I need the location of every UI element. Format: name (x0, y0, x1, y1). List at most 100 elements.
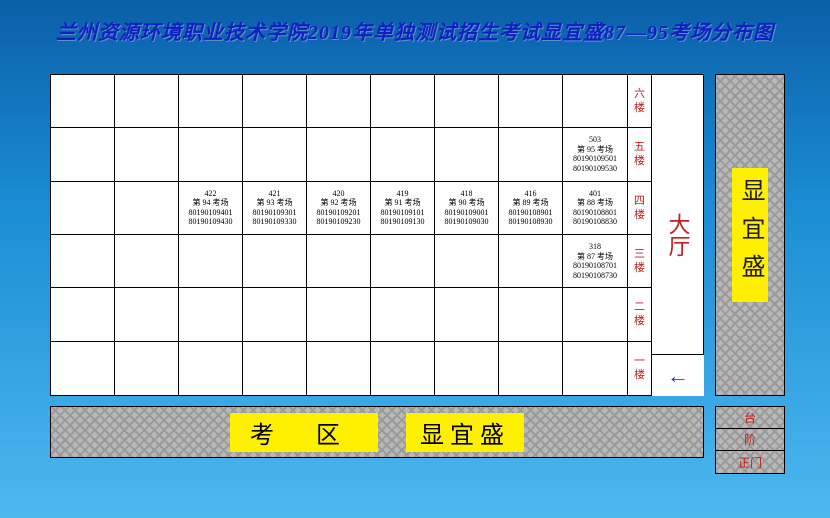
range-start: 80190109201 (317, 208, 361, 218)
range-start: 80190109101 (381, 208, 425, 218)
grid-cell: 401第 88 考场8019010880180190108830 (563, 182, 627, 235)
grid-cell (499, 235, 563, 288)
grid-cell: 419第 91 考场8019010910180190109130 (371, 182, 435, 235)
range-end: 80190109330 (253, 217, 297, 227)
lobby: 大厅 (652, 74, 704, 396)
building-block: 显宜盛 (715, 74, 785, 396)
grid-cell (307, 75, 371, 128)
exam-zone-label: 考 区 (230, 413, 378, 452)
grid-cell (115, 128, 179, 181)
grid-cell (371, 128, 435, 181)
range-start: 80190108801 (573, 208, 617, 218)
grid-cell: 416第 89 考场8019010890180190108930 (499, 182, 563, 235)
room-number: 416 (525, 189, 537, 199)
grid-cell (563, 288, 627, 341)
exam-room-name: 第 87 考场 (577, 252, 613, 262)
grid-cell (435, 288, 499, 341)
exam-room-name: 第 88 考场 (577, 198, 613, 208)
grid-cell (51, 75, 115, 128)
room-number: 419 (397, 189, 409, 199)
stair-label: 正门 (716, 451, 784, 473)
room-number: 318 (589, 242, 601, 252)
grid-cell (243, 235, 307, 288)
room-number: 401 (589, 189, 601, 199)
exam-room-name: 第 89 考场 (513, 198, 549, 208)
grid-cell (563, 75, 627, 128)
grid-cell (435, 342, 499, 395)
range-end: 80190109430 (189, 217, 233, 227)
page-title: 兰州资源环境职业技术学院2019年单独测试招生考试显宜盛87—95考场分布图 (56, 22, 774, 44)
exam-zone-building: 显宜盛 (406, 413, 524, 452)
grid-cell (243, 288, 307, 341)
grid-cell (307, 288, 371, 341)
grid-cell (51, 182, 115, 235)
grid-cell (179, 235, 243, 288)
range-start: 80190109501 (573, 154, 617, 164)
grid-cell (307, 342, 371, 395)
range-end: 80190109130 (381, 217, 425, 227)
range-end: 80190109230 (317, 217, 361, 227)
grid-cell (115, 75, 179, 128)
title-bar: 兰州资源环境职业技术学院2019年单独测试招生考试显宜盛87—95考场分布图 (8, 8, 822, 51)
exam-room-name: 第 93 考场 (257, 198, 293, 208)
floor-label: 五楼 (628, 128, 651, 181)
grid-cell: 318第 87 考场8019010870180190108730 (563, 235, 627, 288)
exam-zone-band: 考 区 显宜盛 (50, 406, 704, 458)
exam-room-name: 第 90 考场 (449, 198, 485, 208)
grid-cell (179, 288, 243, 341)
range-end: 80190109030 (445, 217, 489, 227)
room-number: 421 (269, 189, 281, 199)
grid-cell: 420第 92 考场8019010920180190109230 (307, 182, 371, 235)
grid-cell (499, 75, 563, 128)
grid-cell (179, 75, 243, 128)
grid-cell: 503第 95 考场8019010950180190109530 (563, 128, 627, 181)
range-end: 80190108830 (573, 217, 617, 227)
grid-cell (51, 128, 115, 181)
grid-cell (371, 288, 435, 341)
grid-cell (371, 342, 435, 395)
grid-cell (499, 342, 563, 395)
entry-arrow: ← (652, 354, 704, 396)
grid-cell (115, 182, 179, 235)
grid-cell (51, 288, 115, 341)
range-start: 80190108901 (509, 208, 553, 218)
grid-cell (243, 128, 307, 181)
lobby-label: 大厅 (645, 213, 711, 257)
grid-cell: 421第 93 考场8019010930180190109330 (243, 182, 307, 235)
exam-room-name: 第 91 考场 (385, 198, 421, 208)
grid-cell (115, 235, 179, 288)
floor-label: 六楼 (628, 75, 651, 128)
grid-cell (435, 235, 499, 288)
floor-label: 一楼 (628, 342, 651, 395)
grid-cell (243, 75, 307, 128)
grid-cell (499, 288, 563, 341)
grid-cell (179, 128, 243, 181)
exam-room-name: 第 92 考场 (321, 198, 357, 208)
stair-label: 台 (716, 407, 784, 429)
grid-cell (51, 342, 115, 395)
range-end: 80190108730 (573, 271, 617, 281)
poster-frame: 兰州资源环境职业技术学院2019年单独测试招生考试显宜盛87—95考场分布图 5… (0, 0, 830, 518)
grid-cell (115, 342, 179, 395)
grid-cell (371, 235, 435, 288)
stair-label: 阶 (716, 429, 784, 451)
exam-room-name: 第 95 考场 (577, 145, 613, 155)
stairs-block: 台阶正门 (715, 406, 785, 474)
room-number: 420 (333, 189, 345, 199)
map-content: 503第 95 考场8019010950180190109530422第 94 … (50, 74, 786, 474)
range-start: 80190108701 (573, 261, 617, 271)
arrow-icon: ← (667, 363, 689, 389)
grid-cell (563, 342, 627, 395)
grid-cell (243, 342, 307, 395)
range-end: 80190108930 (509, 217, 553, 227)
room-grid: 503第 95 考场8019010950180190109530422第 94 … (50, 74, 628, 396)
range-start: 80190109301 (253, 208, 297, 218)
building-label: 显宜盛 (732, 168, 768, 302)
range-end: 80190109530 (573, 164, 617, 174)
grid-cell (307, 235, 371, 288)
grid-cell (51, 235, 115, 288)
grid-cell (115, 288, 179, 341)
room-number: 418 (461, 189, 473, 199)
grid-cell: 418第 90 考场8019010900180190109030 (435, 182, 499, 235)
range-start: 80190109001 (445, 208, 489, 218)
